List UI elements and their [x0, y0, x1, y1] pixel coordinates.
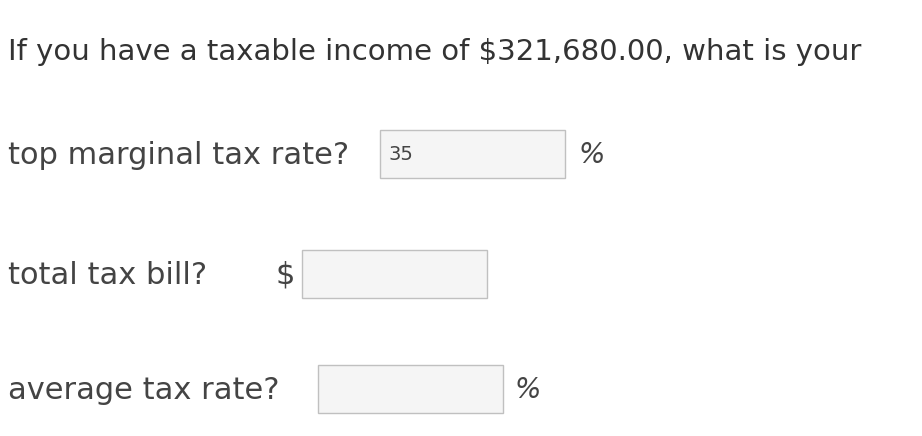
FancyBboxPatch shape: [318, 365, 503, 413]
Text: 35: 35: [388, 144, 413, 164]
Text: top marginal tax rate?: top marginal tax rate?: [8, 140, 349, 170]
Text: If you have a taxable income of $321,680.00, what is your: If you have a taxable income of $321,680…: [8, 38, 861, 66]
Text: total tax bill?: total tax bill?: [8, 260, 207, 290]
Text: average tax rate?: average tax rate?: [8, 375, 279, 405]
FancyBboxPatch shape: [302, 250, 487, 298]
Text: %: %: [578, 141, 605, 169]
FancyBboxPatch shape: [380, 130, 565, 178]
Text: $: $: [275, 260, 294, 290]
Text: %: %: [514, 376, 540, 404]
